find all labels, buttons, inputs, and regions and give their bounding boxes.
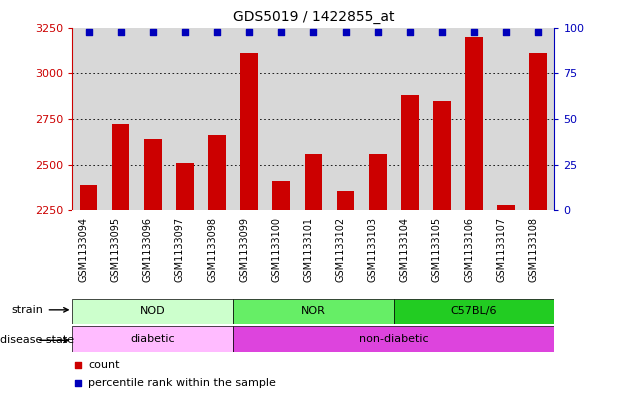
Bar	[497, 205, 515, 210]
Text: GSM1133103: GSM1133103	[368, 217, 377, 282]
Bar	[233, 326, 554, 352]
Point	[340, 29, 350, 36]
Text: GSM1133100: GSM1133100	[272, 217, 281, 282]
Text: diabetic: diabetic	[130, 334, 175, 344]
Point	[469, 29, 479, 36]
Point	[83, 29, 94, 36]
Bar	[72, 299, 233, 324]
Text: NOD: NOD	[140, 307, 166, 316]
Bar	[465, 37, 483, 210]
Bar	[72, 326, 233, 352]
Text: GSM1133108: GSM1133108	[529, 217, 538, 282]
Title: GDS5019 / 1422855_at: GDS5019 / 1422855_at	[232, 10, 394, 24]
Text: GSM1133094: GSM1133094	[79, 217, 88, 282]
Text: GSM1133106: GSM1133106	[464, 217, 474, 282]
Point	[73, 380, 83, 386]
Bar	[394, 299, 554, 324]
Point	[276, 29, 286, 36]
Text: GSM1133097: GSM1133097	[175, 217, 185, 282]
Text: disease state: disease state	[0, 335, 74, 345]
Point	[116, 29, 126, 36]
Text: C57BL/6: C57BL/6	[451, 307, 497, 316]
Point	[244, 29, 254, 36]
Point	[501, 29, 511, 36]
Point	[73, 362, 83, 368]
Point	[308, 29, 318, 36]
Point	[212, 29, 222, 36]
Bar	[304, 154, 323, 210]
Text: GSM1133104: GSM1133104	[400, 217, 410, 282]
Bar	[176, 163, 194, 210]
Bar	[240, 53, 258, 210]
Text: GSM1133105: GSM1133105	[432, 217, 442, 282]
Bar	[144, 139, 162, 210]
Point	[437, 29, 447, 36]
Text: GSM1133096: GSM1133096	[143, 217, 152, 282]
Bar	[433, 101, 451, 210]
Bar	[369, 154, 387, 210]
Text: GSM1133101: GSM1133101	[304, 217, 313, 282]
Text: strain: strain	[12, 305, 68, 315]
Bar	[112, 124, 130, 210]
Text: GSM1133107: GSM1133107	[496, 217, 506, 282]
Text: percentile rank within the sample: percentile rank within the sample	[88, 378, 276, 388]
Bar	[336, 191, 355, 210]
Text: count: count	[88, 360, 120, 370]
Text: non-diabetic: non-diabetic	[359, 334, 428, 344]
Point	[404, 29, 415, 36]
Point	[372, 29, 382, 36]
Bar	[529, 53, 547, 210]
Text: GSM1133099: GSM1133099	[239, 217, 249, 282]
Text: GSM1133102: GSM1133102	[336, 217, 345, 282]
Text: NOR: NOR	[301, 307, 326, 316]
Text: GSM1133098: GSM1133098	[207, 217, 217, 282]
Bar	[272, 181, 290, 210]
Point	[533, 29, 543, 36]
Bar	[401, 95, 419, 210]
Text: GSM1133095: GSM1133095	[111, 217, 121, 282]
Bar	[79, 185, 98, 210]
Point	[180, 29, 190, 36]
Bar	[208, 135, 226, 210]
Point	[147, 29, 158, 36]
Bar	[233, 299, 394, 324]
